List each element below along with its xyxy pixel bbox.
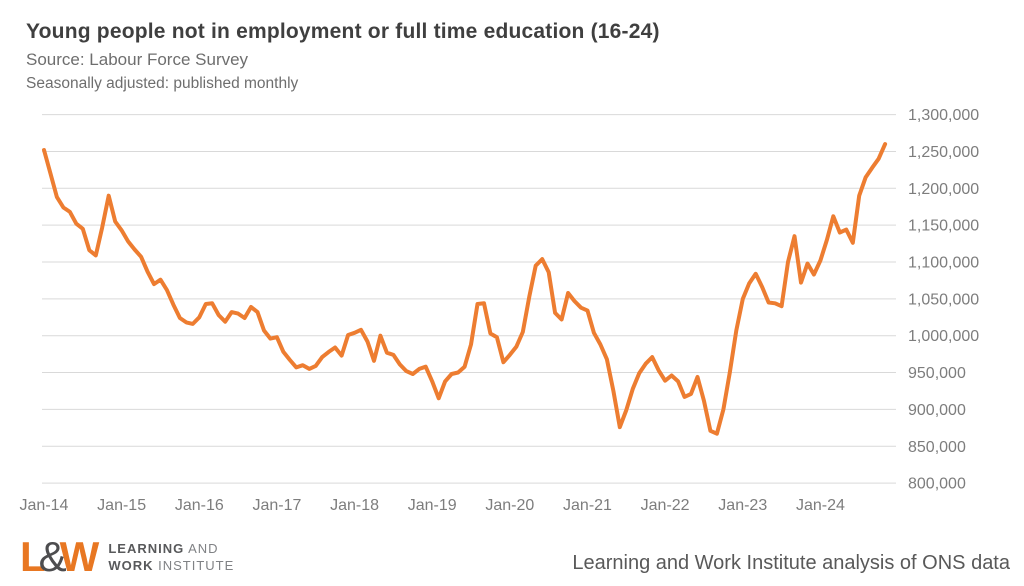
y-tick-label: 1,150,000 <box>908 218 979 235</box>
y-tick-label: 900,000 <box>908 402 966 419</box>
x-tick-label: Jan-14 <box>20 497 69 514</box>
x-tick-label: Jan-17 <box>252 497 301 514</box>
x-tick-label: Jan-18 <box>330 497 379 514</box>
x-axis-labels: Jan-14 Jan-15 Jan-16 Jan-17 Jan-18 Jan-19 Jan-… <box>20 497 845 514</box>
y-tick-label: 1,250,000 <box>908 144 979 161</box>
attribution-text: Learning and Work Institute analysis of … <box>572 552 1010 574</box>
y-tick-label: 950,000 <box>908 365 966 382</box>
x-tick-label: Jan-23 <box>718 497 767 514</box>
y-axis-labels: 800,000 850,000 900,000 950,000 1,000,000 1,0… <box>908 107 979 493</box>
x-tick-label: Jan-24 <box>796 497 845 514</box>
y-tick-label: 800,000 <box>908 476 966 493</box>
y-tick-label: 1,050,000 <box>908 291 979 308</box>
y-tick-label: 1,300,000 <box>908 107 979 124</box>
x-tick-label: Jan-22 <box>641 497 690 514</box>
chart-note: Seasonally adjusted: published monthly <box>26 75 299 92</box>
neet-trend-line <box>42 142 888 436</box>
y-tick-label: 850,000 <box>908 439 966 456</box>
x-tick-label: Jan-20 <box>485 497 534 514</box>
x-tick-label: Jan-19 <box>408 497 457 514</box>
lw-logo-text: LEARNING AND WORK INSTITUTE <box>108 541 235 573</box>
x-tick-label: Jan-15 <box>97 497 146 514</box>
y-tick-label: 1,200,000 <box>908 181 979 198</box>
x-tick-label: Jan-21 <box>563 497 612 514</box>
lw-logo-mark: L&W <box>20 533 99 580</box>
chart-title: Young people not in employment or full t… <box>26 20 660 43</box>
chart-source: Source: Labour Force Survey <box>26 50 249 69</box>
lw-institute-logo: L&W LEARNING AND WORK INSTITUTE <box>20 536 234 578</box>
x-tick-label: Jan-16 <box>175 497 224 514</box>
y-tick-label: 1,100,000 <box>908 255 979 272</box>
gridlines <box>42 114 896 484</box>
y-tick-label: 1,000,000 <box>908 328 979 345</box>
